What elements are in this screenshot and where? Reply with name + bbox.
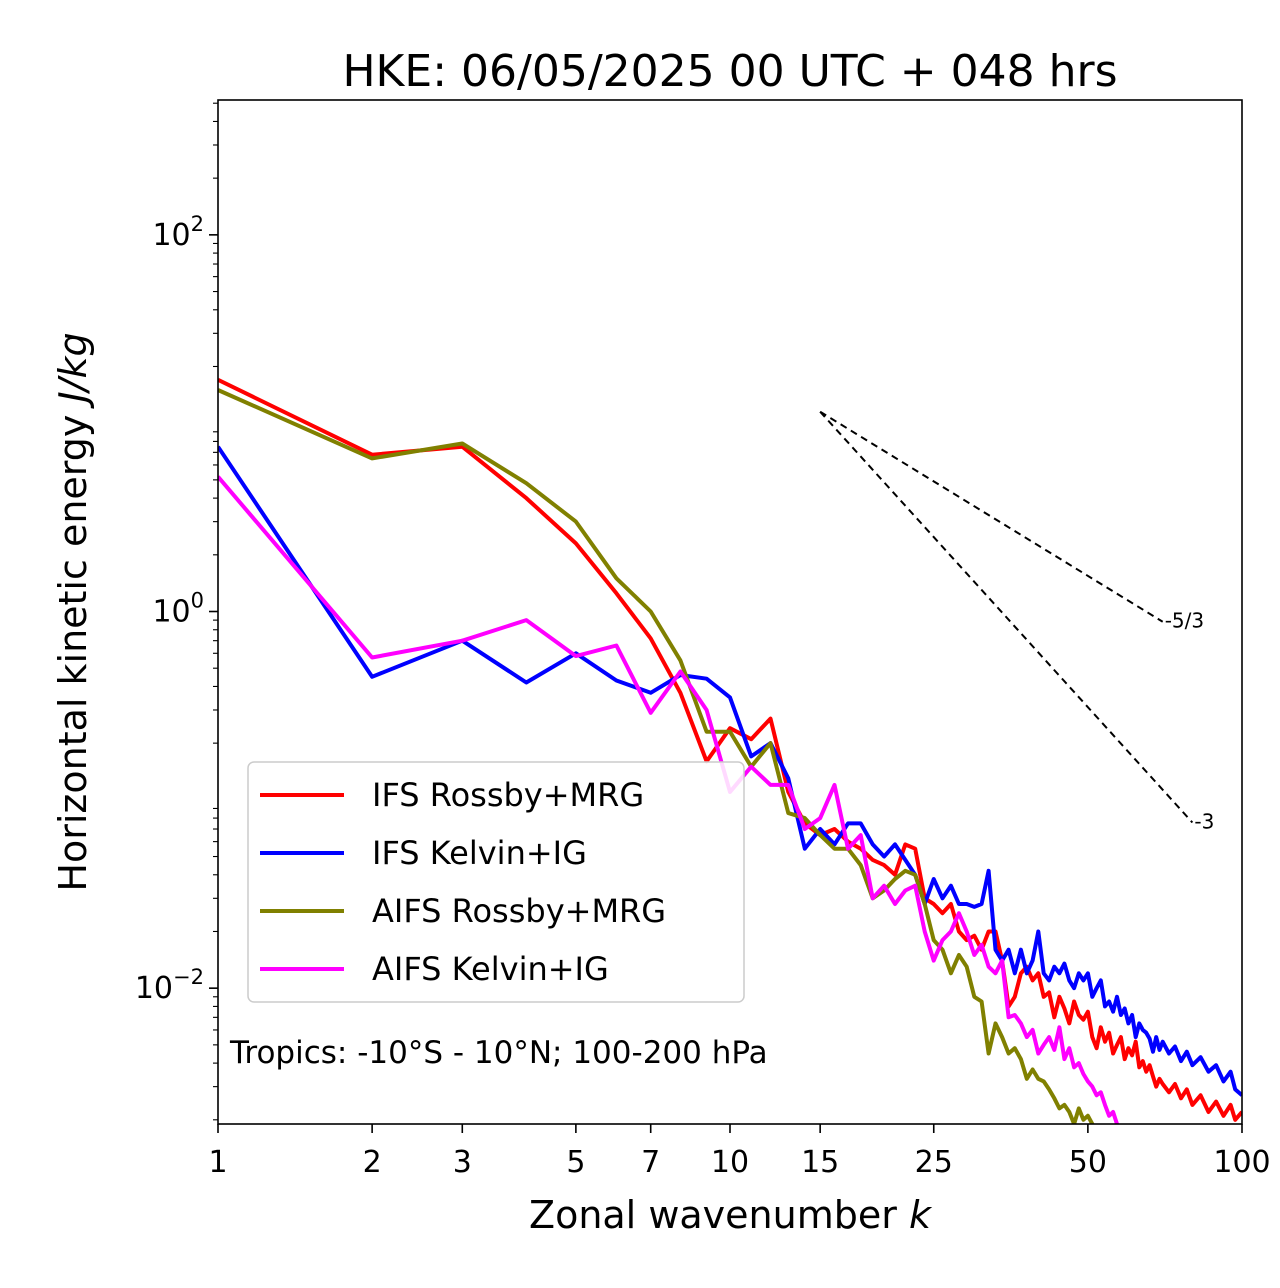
x-axis-label-text: Zonal wavenumber — [529, 1193, 909, 1237]
chart-title: HKE: 06/05/2025 00 UTC + 048 hrs — [342, 46, 1117, 97]
legend-box — [247, 761, 745, 1003]
legend: IFS Rossby+MRG IFS Kelvin+IG AIFS Rossby+M… — [247, 761, 745, 1003]
reference-line-five-thirds — [819, 410, 1164, 623]
x-tick-label: 100 — [1213, 1145, 1270, 1180]
y-axis-label-text: Horizontal kinetic energy — [51, 403, 95, 892]
y-tick-exponent: −2 — [173, 965, 204, 989]
x-tick-label: 5 — [566, 1145, 585, 1180]
slope-label: -3 — [1194, 809, 1214, 833]
x-tick-label: 25 — [915, 1145, 953, 1180]
reference-slope-lines — [819, 410, 1194, 824]
x-tick-label: 2 — [363, 1145, 382, 1180]
x-tick-label: 7 — [641, 1145, 660, 1180]
reference-line-minus-three — [819, 411, 1194, 824]
x-axis-label: Zonal wavenumber k — [529, 1193, 933, 1237]
y-tick-base: 10 — [152, 595, 190, 630]
y-tick-exponent: 0 — [191, 589, 204, 613]
x-axis: 1 2 3 5 7 10 15 25 50 100 — [208, 1124, 1271, 1180]
slope-label: -5/3 — [1165, 609, 1204, 633]
y-tick-base: 10 — [135, 971, 173, 1006]
series-line-aifs-rossby-mrg — [218, 388, 1095, 1124]
x-tick-label: 10 — [711, 1145, 749, 1180]
y-tick-label: 102 — [152, 212, 204, 253]
y-tick-label: 10−2 — [135, 965, 204, 1006]
region-annotation: Tropics: -10°S - 10°N; 100-200 hPa — [229, 1035, 768, 1071]
y-axis-label-unit: J/kg — [51, 332, 95, 409]
series-line-ifs-kelvin-ig — [218, 445, 1242, 1097]
y-axis-label: Horizontal kinetic energy J/kg — [51, 332, 95, 891]
legend-label: AIFS Kelvin+IG — [372, 950, 609, 988]
legend-label: IFS Kelvin+IG — [372, 834, 587, 872]
x-tick-label: 3 — [453, 1145, 472, 1180]
series-lines — [218, 378, 1242, 1124]
series-line-ifs-rossby-mrg — [218, 378, 1242, 1122]
y-tick-label: 100 — [152, 589, 204, 630]
y-tick-base: 10 — [152, 218, 190, 253]
legend-label: IFS Rossby+MRG — [372, 776, 644, 814]
series-line-aifs-kelvin-ig — [218, 475, 1120, 1124]
x-axis-label-var: k — [909, 1193, 933, 1237]
y-tick-exponent: 2 — [191, 212, 204, 236]
legend-label: AIFS Rossby+MRG — [372, 892, 666, 930]
x-tick-label: 1 — [208, 1145, 227, 1180]
x-tick-label: 50 — [1069, 1145, 1107, 1180]
x-tick-label: 15 — [801, 1145, 839, 1180]
slope-labels: -5/3 -3 — [1165, 609, 1215, 834]
